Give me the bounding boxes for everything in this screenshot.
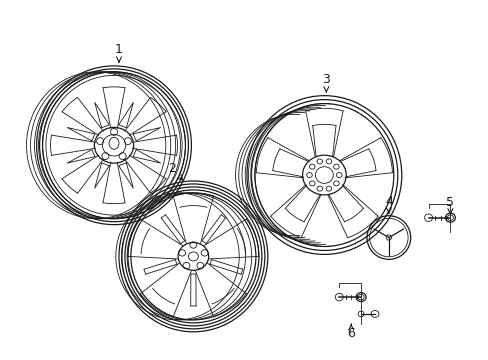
Text: 2: 2 <box>167 162 183 180</box>
Text: 4: 4 <box>384 195 392 213</box>
Text: 3: 3 <box>322 73 329 92</box>
Text: 1: 1 <box>115 43 122 62</box>
Text: 6: 6 <box>346 324 354 340</box>
Text: 5: 5 <box>446 196 453 215</box>
